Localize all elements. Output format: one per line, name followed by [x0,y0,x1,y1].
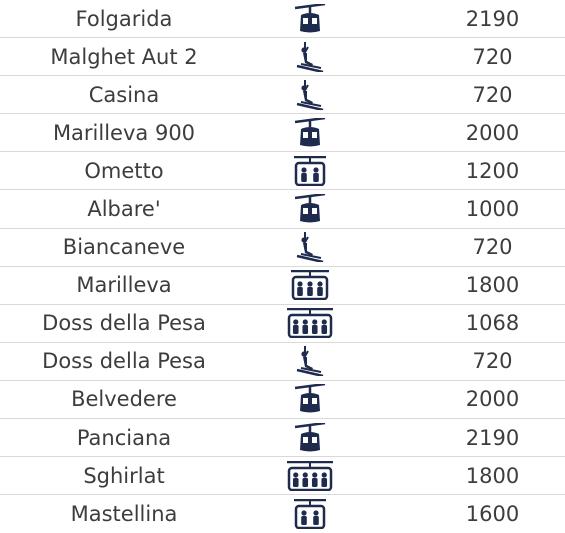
table-row: Doss della Pesa 720 [0,343,565,381]
table-row: Panciana 2190 [0,419,565,458]
table-row: Casina 720 [0,76,565,115]
table-row: Ometto 1200 [0,152,565,191]
lift-capacity: 2000 [465,387,520,412]
table-row: Belvedere 2000 [0,381,565,420]
lift-capacity: 2190 [465,6,520,31]
table-row: Doss della Pesa 1068 [0,305,565,343]
table-row: Marilleva 1800 [0,267,565,305]
lift-name: Marilleva [76,273,172,298]
chairlift-2-icon [248,495,372,533]
lift-capacity: 2000 [465,120,520,145]
lift-name: Folgarida [75,6,173,31]
lift-capacity: 1600 [465,502,520,527]
table-row: Malghet Aut 2 720 [0,38,565,77]
ski-lift-icon [248,229,372,266]
chairlift-4-icon [248,457,372,494]
table-row: Marilleva 900 2000 [0,114,565,153]
chairlift-2-icon [248,152,372,189]
lift-name: Sghirlat [83,463,165,488]
gondola-icon [248,419,372,456]
lift-name: Marilleva 900 [52,120,196,145]
gondola-icon [248,190,372,227]
ski-lift-icon [248,343,372,380]
lift-capacity: 2190 [465,425,520,450]
lift-capacity: 1200 [465,158,520,183]
lift-capacity: 1000 [465,197,520,222]
lift-capacity: 720 [472,235,513,260]
lift-capacity: 1800 [465,273,520,298]
lift-name: Panciana [76,425,172,450]
table-row: Folgarida 2190 [0,0,565,39]
chairlift-4-icon [248,305,372,342]
ski-lift-icon [248,38,372,75]
lift-capacity: 720 [472,44,513,69]
table-row: Mastellina 1600 [0,495,565,533]
gondola-icon [248,114,372,151]
lift-name: Casina [88,82,160,107]
lift-name: Belvedere [71,387,177,412]
lift-name: Ometto [84,158,164,183]
lift-name: Doss della Pesa [42,349,206,374]
table-row: Sghirlat 1800 [0,457,565,496]
lift-name: Mastellina [70,502,178,527]
lift-name: Malghet Aut 2 [50,44,198,69]
lift-capacity: 1800 [465,463,520,488]
lift-name: Albare' [87,197,161,222]
ski-lift-icon [248,76,372,113]
table-row: Albare' 1000 [0,190,565,229]
table-row: Biancaneve 720 [0,229,565,267]
lift-capacity: 1068 [465,311,520,336]
lift-capacity: 720 [472,82,513,107]
lift-name: Doss della Pesa [42,311,206,336]
lift-name: Biancaneve [62,235,186,260]
gondola-icon [248,0,372,37]
chairlift-3-icon [248,267,372,304]
gondola-icon [248,381,372,418]
lift-capacity: 720 [472,349,513,374]
